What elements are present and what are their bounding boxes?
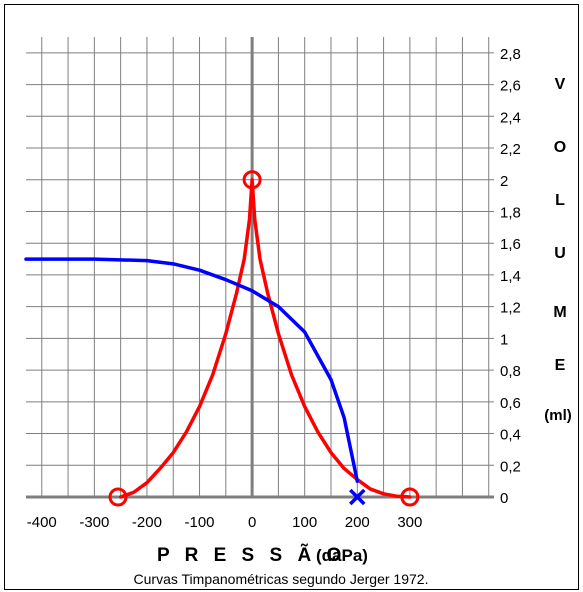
y-tick-label: 1,2 <box>500 300 521 317</box>
y-tick-label: 2,8 <box>500 46 521 63</box>
x-tick-label: -400 <box>27 514 57 531</box>
ylabel-letter: V <box>555 76 566 93</box>
axes <box>26 37 494 499</box>
y-tick-label: 0,2 <box>500 458 521 475</box>
ylabel-letter: L <box>555 192 565 209</box>
marker-x <box>349 488 366 506</box>
y-tick-label: 0,8 <box>500 363 521 380</box>
y-tick-labels: 0 0,2 0,4 0,6 0,8 1 1,2 1,4 1,6 1,8 2 2,2 2,4 2,6 2,8 <box>500 46 521 507</box>
x-axis-label: P R E S S Ã O (daPa) <box>157 544 368 566</box>
y-tick-label: 2 <box>500 173 508 190</box>
y-tick-label: 2,4 <box>500 109 521 126</box>
ylabel-letter: O <box>554 139 566 156</box>
series-line-1 <box>24 257 360 483</box>
x-tick-label: -100 <box>185 514 215 531</box>
markers <box>108 170 420 507</box>
marker-circle <box>108 487 128 507</box>
marker-circle <box>400 487 420 507</box>
y-tick-label: 2,2 <box>500 141 521 158</box>
ylabel-letter: E <box>555 357 566 374</box>
y-axis-vertical-label: V O L U M E (ml) <box>544 76 572 424</box>
y-tick-label: 1,8 <box>500 204 521 221</box>
x-tick-label: -200 <box>132 514 162 531</box>
y-tick-label: 0,4 <box>500 427 521 444</box>
xlabel-text: P R E S S Ã O <box>157 544 346 566</box>
y-tick-label: 2,6 <box>500 78 521 95</box>
ylabel-letter: M <box>553 304 566 321</box>
x-tick-label: 200 <box>345 514 370 531</box>
y-tick-label: 0 <box>500 490 508 507</box>
y-tick-label: 1 <box>500 331 508 348</box>
xlabel-unit: (daPa) <box>316 546 368 565</box>
x-tick-label: -300 <box>79 514 109 531</box>
chart-frame <box>4 4 579 590</box>
y-tick-label: 1,4 <box>500 268 521 285</box>
series <box>24 178 412 499</box>
grid <box>26 37 494 497</box>
ylabel-unit: (ml) <box>544 407 572 424</box>
ylabel-letter: U <box>554 245 566 262</box>
series-line-0 <box>118 178 412 499</box>
x-tick-label: 100 <box>292 514 317 531</box>
y-tick-label: 1,6 <box>500 236 521 253</box>
x-tick-labels: -400 -300 -200 -100 0 100 200 300 <box>27 514 423 531</box>
marker-circle <box>242 170 262 190</box>
chart-caption: Curvas Timpanométricas segundo Jerger 19… <box>134 571 429 587</box>
x-tick-label: 300 <box>397 514 422 531</box>
y-tick-label: 0,6 <box>500 395 521 412</box>
x-tick-label: 0 <box>248 514 256 531</box>
